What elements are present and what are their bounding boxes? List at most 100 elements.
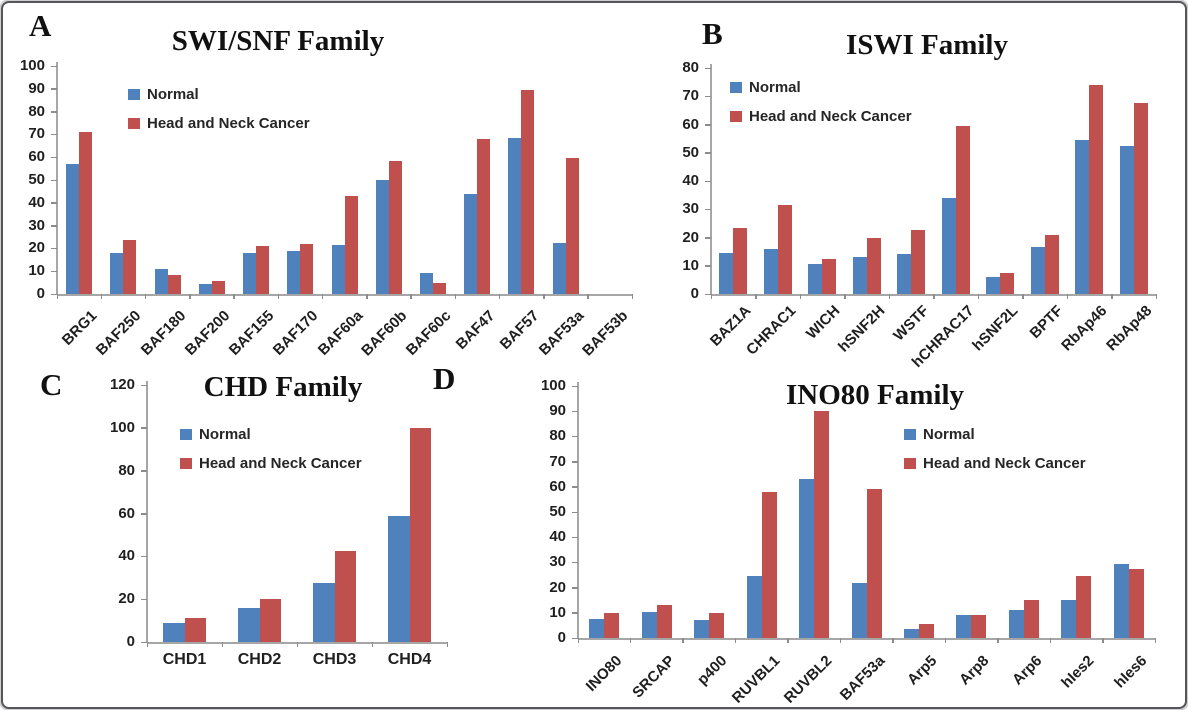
bar-normal-Arp8 <box>956 615 972 638</box>
y-tick-b <box>705 293 711 295</box>
bar-cancer-BAF60b <box>388 160 402 294</box>
y-tick-label-b: 30 <box>682 200 699 218</box>
x-tick-d <box>997 638 999 643</box>
x-tick-d <box>577 638 579 643</box>
y-tick-d <box>572 486 578 488</box>
bar-normal-BAF200 <box>198 283 212 294</box>
y-tick-a <box>51 225 57 227</box>
x-tick-a <box>100 294 103 299</box>
y-tick-label-b: 0 <box>690 285 699 302</box>
y-tick-d <box>572 561 578 564</box>
y-tick-d <box>572 435 578 438</box>
x-tick-b <box>1155 294 1157 299</box>
x-tick-a <box>321 294 324 299</box>
bar-normal-CHD4 <box>388 515 410 642</box>
x-tick-a <box>587 294 589 299</box>
y-tick-c <box>141 384 147 386</box>
x-tick-c <box>146 642 148 647</box>
bar-cancer-WICH <box>822 258 837 294</box>
x-tick-a <box>277 294 280 299</box>
y-axis-d <box>577 382 579 638</box>
y-tick-label-c: 100 <box>109 418 135 436</box>
bar-cancer-BPTF <box>1044 234 1059 294</box>
y-tick-d <box>572 461 578 463</box>
bar-normal-p400 <box>694 620 710 638</box>
category-label-CHD2: CHD2 <box>237 651 282 668</box>
y-tick-label-a: 90 <box>28 79 45 97</box>
panel-letter-b: B <box>702 16 723 51</box>
x-tick-c <box>446 642 448 647</box>
y-tick-label-d: 60 <box>549 477 566 495</box>
x-tick-d <box>787 638 789 643</box>
y-tick-label-a: 70 <box>28 125 45 143</box>
bar-normal-BAF60b <box>375 180 389 294</box>
y-tick-label-a: 100 <box>19 57 45 74</box>
y-tick-label-d: 40 <box>549 528 566 546</box>
bar-normal-BAF60a <box>331 244 345 294</box>
bar-normal-hIes6 <box>1113 563 1129 638</box>
legend-label-normal: Normal <box>199 426 251 443</box>
x-tick-a <box>144 294 147 299</box>
x-axis-a <box>57 294 632 296</box>
y-tick-label-d: 90 <box>549 402 566 420</box>
bar-cancer-BRG1 <box>79 132 93 294</box>
bar-cancer-hIes2 <box>1076 576 1092 638</box>
y-tick-label-d: 10 <box>549 603 566 621</box>
legend-swatch-cancer-icon <box>180 458 192 469</box>
legend-swisnf: Normal Head and Neck Cancer <box>128 86 310 132</box>
legend-swatch-normal-icon <box>180 429 192 440</box>
legend-label-cancer: Head and Neck Cancer <box>147 115 310 132</box>
bar-cancer-CHD3 <box>334 550 356 642</box>
x-tick-a <box>56 294 58 299</box>
y-tick-label-c: 60 <box>118 504 135 522</box>
chart-title-chd: CHD Family <box>203 371 363 403</box>
legend-swatch-normal-icon <box>128 89 140 100</box>
bar-normal-BAZ1A <box>719 253 734 294</box>
y-tick-label-b: 50 <box>682 143 699 161</box>
bar-normal-RbAp48 <box>1119 145 1134 294</box>
y-tick-b <box>705 67 711 69</box>
y-tick-label-a: 20 <box>28 239 45 257</box>
bar-normal-BAF53a <box>552 242 566 294</box>
y-tick-label-a: 80 <box>28 102 45 120</box>
y-tick-label-a: 60 <box>28 148 45 166</box>
y-tick-a <box>51 293 57 295</box>
bar-cancer-BAF53a <box>565 158 579 294</box>
bar-cancer-CHRAC1 <box>777 205 792 294</box>
bar-normal-RUVBL2 <box>799 479 815 638</box>
legend-row-cancer: Head and Neck Cancer <box>904 455 1086 472</box>
bar-cancer-hSNF2H <box>866 237 881 294</box>
x-tick-a <box>454 294 457 299</box>
bar-cancer-WSTF <box>911 230 926 294</box>
y-tick-label-d: 20 <box>549 578 566 596</box>
bar-normal-BAF180 <box>154 268 168 294</box>
x-tick-b <box>977 294 979 299</box>
bar-cancer-BAF60a <box>344 195 358 294</box>
chart-title-iswi: ISWI Family <box>846 29 1008 61</box>
y-tick-label-a: 0 <box>36 285 45 302</box>
category-label-CHD1: CHD1 <box>162 651 207 668</box>
bar-normal-CHD2 <box>238 607 260 642</box>
bar-normal-hIes2 <box>1061 600 1077 638</box>
legend-label-normal: Normal <box>749 79 801 96</box>
y-tick-a <box>51 65 57 67</box>
y-tick-label-b: 10 <box>682 256 699 274</box>
x-tick-d <box>682 638 684 643</box>
bar-normal-BAF53a <box>851 582 867 638</box>
bar-normal-BRG1 <box>66 164 80 294</box>
y-tick-b <box>705 152 711 154</box>
y-tick-a <box>51 88 57 90</box>
y-tick-c <box>141 427 147 429</box>
x-tick-d <box>1049 638 1052 643</box>
legend-swatch-cancer-icon <box>904 458 916 469</box>
legend-label-cancer: Head and Neck Cancer <box>749 108 912 125</box>
y-tick-d <box>572 385 578 387</box>
y-tick-c <box>141 598 147 601</box>
x-tick-a <box>233 294 235 299</box>
bar-normal-BAF57 <box>508 137 522 294</box>
y-tick-label-d: 80 <box>549 427 566 445</box>
panel-letter-a: A <box>29 8 52 43</box>
y-tick-label-a: 40 <box>28 193 45 211</box>
bar-normal-BAF60c <box>419 273 433 294</box>
